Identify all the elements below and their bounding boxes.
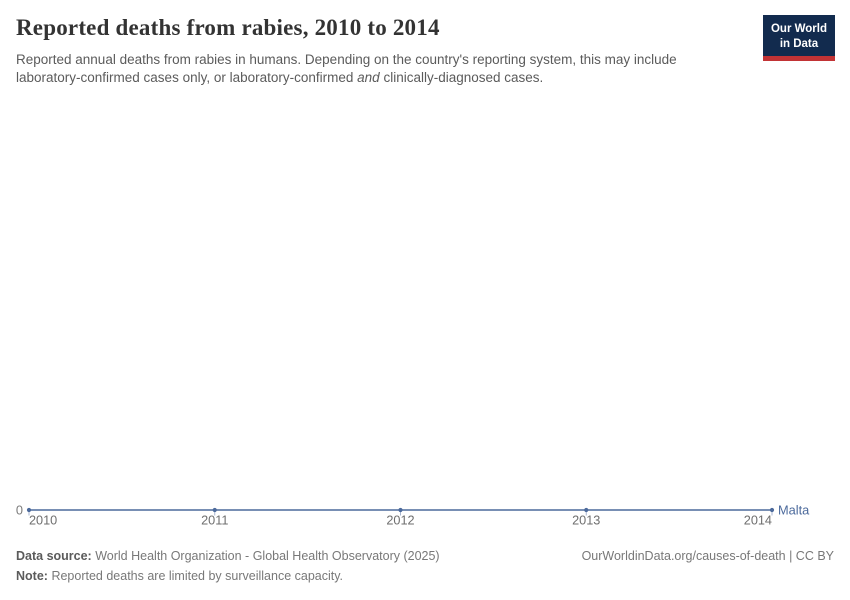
- note-label: Note:: [16, 569, 48, 583]
- note-text: Reported deaths are limited by surveilla…: [51, 569, 344, 583]
- footer-sources: Data source: World Health Organization -…: [16, 546, 440, 586]
- subtitle-line2-pre: laboratory-confirmed cases only, or labo…: [16, 70, 354, 86]
- subtitle-line2-post: clinically-diagnosed cases.: [383, 70, 544, 86]
- chart-footer: Data source: World Health Organization -…: [16, 546, 834, 586]
- y-axis-zero-label: 0: [16, 503, 23, 518]
- data-point-malta-2010[interactable]: [26, 507, 32, 513]
- owid-logo-line2: in Data: [779, 37, 819, 50]
- subtitle-line1: Reported annual deaths from rabies in hu…: [16, 52, 677, 67]
- footer-link[interactable]: OurWorldinData.org/causes-of-death | CC …: [581, 549, 834, 563]
- data-point-malta-2012[interactable]: [398, 507, 403, 513]
- data-point-malta-2013[interactable]: [584, 507, 589, 513]
- note-line: Note: Reported deaths are limited by sur…: [16, 566, 440, 586]
- chart-subtitle: Reported annual deaths from rabies in hu…: [16, 51, 677, 87]
- data-point-malta-2014[interactable]: [769, 507, 775, 513]
- owid-logo[interactable]: Our World in Data: [762, 15, 835, 61]
- x-tick-label-2010: 2010: [29, 514, 57, 528]
- x-tick-label-2014: 2014: [744, 514, 772, 528]
- heading-block: Reported deaths from rabies, 2010 to 201…: [16, 15, 677, 87]
- datasource-line: Data source: World Health Organization -…: [16, 546, 440, 566]
- x-tick-label-2012: 2012: [386, 514, 414, 528]
- page-title: Reported deaths from rabies, 2010 to 201…: [16, 15, 440, 40]
- chart-canvas: Malta 0 2010 2011 2012 2013 2014: [16, 503, 810, 528]
- datasource-label: Data source:: [16, 549, 92, 563]
- x-tick-label-2013: 2013: [572, 514, 600, 528]
- chart-header: Reported deaths from rabies, 2010 to 201…: [0, 0, 850, 87]
- entity-label-malta: Malta: [778, 503, 810, 518]
- data-point-malta-2011[interactable]: [212, 507, 217, 513]
- owid-logo-line1: Our World: [770, 23, 827, 35]
- x-tick-label-2011: 2011: [201, 514, 228, 528]
- datasource-text: World Health Organization - Global Healt…: [95, 549, 440, 563]
- line-chart: Malta 0 2010 2011 2012 2013 2014: [0, 90, 850, 540]
- subtitle-italic-word: and: [357, 70, 380, 86]
